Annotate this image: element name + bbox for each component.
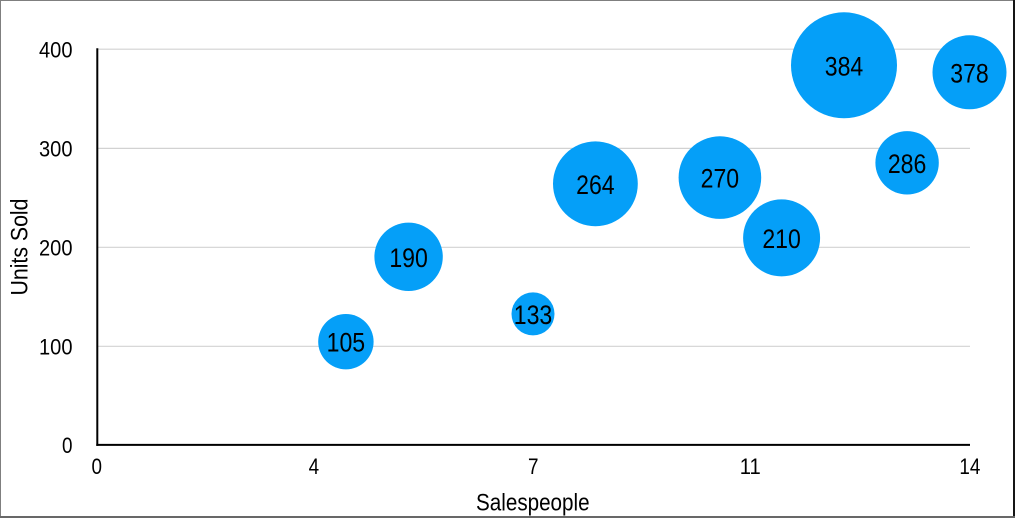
svg-text:0: 0: [62, 433, 73, 458]
svg-text:264: 264: [576, 170, 615, 200]
svg-text:100: 100: [39, 335, 73, 360]
svg-text:4: 4: [309, 454, 320, 479]
svg-text:133: 133: [514, 300, 553, 330]
svg-text:11: 11: [740, 454, 761, 479]
svg-text:270: 270: [701, 164, 740, 194]
svg-text:0: 0: [91, 454, 102, 479]
svg-text:Salespeople: Salespeople: [476, 489, 590, 516]
svg-text:7: 7: [528, 454, 539, 479]
svg-text:200: 200: [39, 236, 73, 261]
svg-text:286: 286: [888, 149, 927, 179]
svg-text:400: 400: [39, 37, 73, 62]
svg-text:300: 300: [39, 137, 73, 162]
svg-text:Units Sold: Units Sold: [7, 199, 34, 296]
svg-text:190: 190: [389, 243, 428, 273]
svg-text:105: 105: [327, 328, 366, 358]
svg-text:14: 14: [959, 454, 980, 479]
svg-text:384: 384: [825, 51, 864, 81]
svg-text:210: 210: [762, 224, 801, 254]
svg-text:378: 378: [950, 58, 989, 88]
